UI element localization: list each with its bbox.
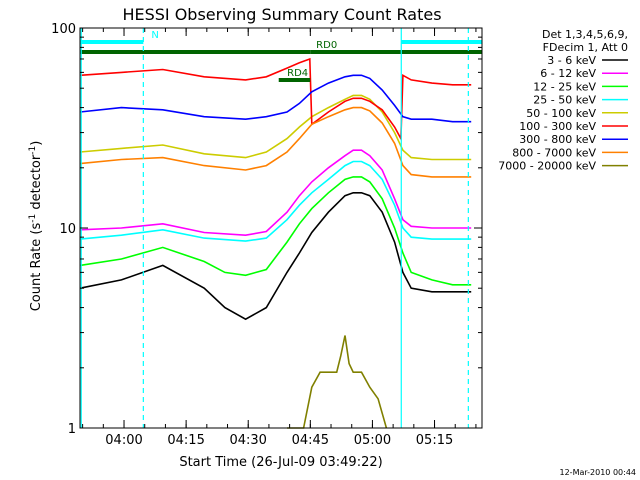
series-line-50-100-kev: [79, 94, 472, 161]
y-axis-label-sup1: -1: [28, 214, 38, 223]
status-bars-layer: N RD4 RD0: [80, 30, 482, 82]
legend-title-line-1: Det 1,3,4,5,6,9,: [542, 28, 628, 41]
x-tick-label: 04:45: [292, 433, 329, 448]
x-tick-label: 04:30: [229, 433, 266, 448]
series-line-800-7000-kev: [79, 106, 472, 178]
legend-label-300-800-kev: 300 - 800 keV: [519, 133, 596, 146]
series-line-7000-20000-kev: [287, 335, 388, 429]
series-line-3-6-kev: [79, 192, 472, 321]
legend-label-50-100-kev: 50 - 100 keV: [526, 107, 596, 120]
legend-label-100-300-kev: 100 - 300 keV: [519, 120, 596, 133]
legend-title-line-2: FDecim 1, Att 0: [543, 41, 628, 54]
x-tick-label: 04:15: [167, 433, 204, 448]
series-layer: [79, 57, 472, 429]
footer-date: 12-Mar-2010 00:44: [560, 468, 637, 477]
x-axis: 04:00 04:15 04:30 04:45 05:00 05:15: [82, 28, 477, 448]
legend-label-3-6-kev: 3 - 6 keV: [547, 54, 596, 67]
legend-label-12-25-kev: 12 - 25 keV: [533, 80, 596, 93]
x-axis-label: Start Time (26-Jul-09 03:49:22): [179, 455, 382, 470]
legend-label-800-7000-kev: 800 - 7000 keV: [512, 146, 596, 159]
status-bar-label-rd4: RD4: [287, 68, 308, 79]
legend-label-25-50-kev: 25 - 50 keV: [533, 94, 596, 107]
status-bar-label-rd0: RD0: [316, 40, 337, 51]
y-axis-label-sup2: -1: [28, 146, 38, 155]
series-line-25-50-kev: [79, 160, 472, 242]
chart-title: HESSI Observing Summary Count Rates: [122, 5, 441, 24]
x-tick-label: 05:00: [354, 433, 391, 448]
series-line-100-300-kev: [79, 57, 472, 142]
series-line-300-800-kev: [79, 74, 472, 123]
series-line-6-12-kev: [79, 149, 472, 237]
x-tick-label: 05:15: [416, 433, 453, 448]
status-bar-label-n: N: [151, 30, 158, 41]
y-axis-label-mid: detector: [29, 154, 44, 214]
y-tick-label: 1: [68, 422, 76, 437]
x-tick-label: 04:00: [105, 433, 142, 448]
y-tick-label: 10: [59, 222, 76, 237]
legend: Det 1,3,4,5,6,9, FDecim 1, Att 0 3 - 6 k…: [498, 28, 628, 173]
legend-label-7000-20000-kev: 7000 - 20000 keV: [498, 160, 596, 173]
y-axis-label-end: ): [29, 141, 44, 146]
y-axis: 1 10 100: [51, 22, 482, 437]
series-line-12-25-kev: [79, 176, 472, 286]
y-axis-label: Count Rate (s-1 detector-1): [28, 141, 44, 312]
y-tick-label: 100: [51, 22, 76, 37]
legend-label-6-12-kev: 6 - 12 keV: [540, 67, 596, 80]
y-axis-label-main: Count Rate (s: [29, 223, 44, 312]
